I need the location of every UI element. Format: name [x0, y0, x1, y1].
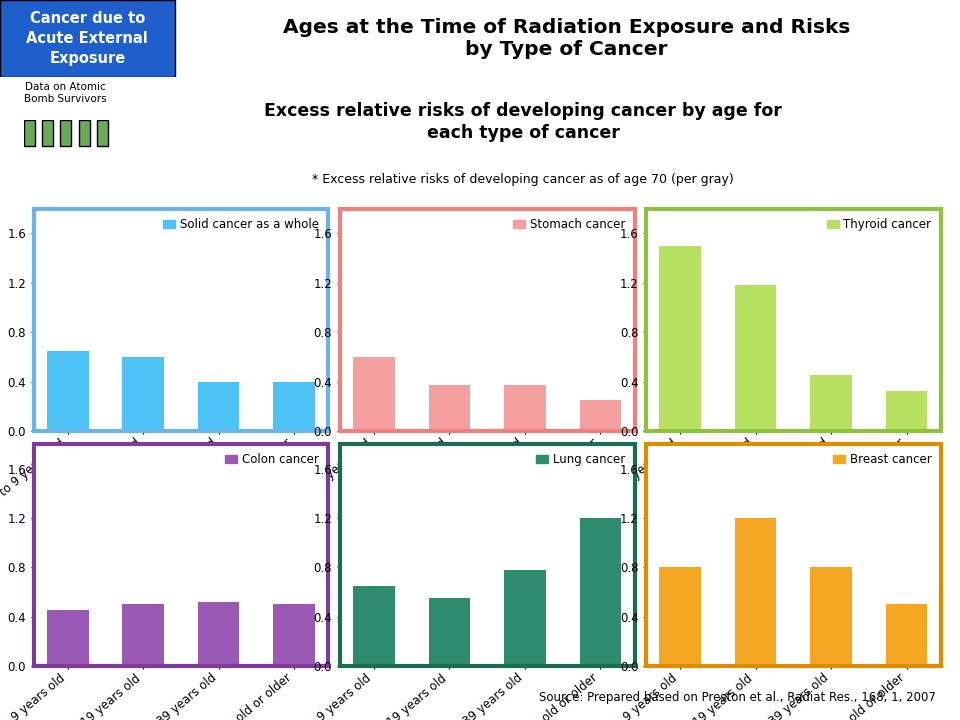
- Bar: [580, 518, 621, 666]
- Legend: Colon cancer: Colon cancer: [222, 450, 323, 470]
- Bar: [274, 382, 315, 431]
- Text: * Excess relative risks of developing cancer as of age 70 (per gray): * Excess relative risks of developing ca…: [312, 173, 734, 186]
- FancyBboxPatch shape: [0, 0, 175, 77]
- Legend: Solid cancer as a whole: Solid cancer as a whole: [159, 215, 323, 235]
- Bar: [810, 567, 852, 666]
- Bar: [429, 385, 470, 431]
- Bar: [580, 400, 621, 431]
- Legend: Thyroid cancer: Thyroid cancer: [824, 215, 935, 235]
- Bar: [886, 604, 927, 666]
- Bar: [504, 570, 545, 666]
- Bar: [810, 375, 852, 431]
- Legend: Breast cancer: Breast cancer: [829, 450, 935, 470]
- Bar: [47, 351, 88, 431]
- Text: Excess relative risks of developing cancer by age for
each type of cancer: Excess relative risks of developing canc…: [264, 102, 782, 142]
- Text: Data on Atomic
Bomb Survivors: Data on Atomic Bomb Survivors: [24, 82, 107, 104]
- Text: Ages at the Time of Radiation Exposure and Risks
by Type of Cancer: Ages at the Time of Radiation Exposure a…: [282, 18, 851, 59]
- FancyBboxPatch shape: [97, 120, 108, 146]
- Text: Cancer due to
Acute External
Exposure: Cancer due to Acute External Exposure: [27, 12, 148, 66]
- Bar: [660, 567, 701, 666]
- Text: Source: Prepared based on Preston et al., Radiat Res., 168, 1, 2007: Source: Prepared based on Preston et al.…: [540, 691, 936, 704]
- Bar: [660, 246, 701, 431]
- FancyBboxPatch shape: [79, 120, 89, 146]
- Legend: Stomach cancer: Stomach cancer: [510, 215, 629, 235]
- Bar: [123, 357, 164, 431]
- Y-axis label: Excess relative risks: Excess relative risks: [0, 487, 2, 623]
- Bar: [735, 285, 777, 431]
- Bar: [123, 604, 164, 666]
- FancyBboxPatch shape: [42, 120, 53, 146]
- Bar: [198, 382, 239, 431]
- Bar: [274, 604, 315, 666]
- Legend: Lung cancer: Lung cancer: [533, 450, 629, 470]
- Bar: [353, 357, 395, 431]
- Bar: [886, 392, 927, 431]
- Bar: [198, 602, 239, 666]
- Bar: [47, 611, 88, 666]
- Bar: [735, 518, 777, 666]
- FancyBboxPatch shape: [24, 120, 35, 146]
- Y-axis label: Excess relative risks: Excess relative risks: [0, 252, 2, 387]
- Bar: [429, 598, 470, 666]
- FancyBboxPatch shape: [60, 120, 71, 146]
- Bar: [504, 385, 545, 431]
- Bar: [353, 586, 395, 666]
